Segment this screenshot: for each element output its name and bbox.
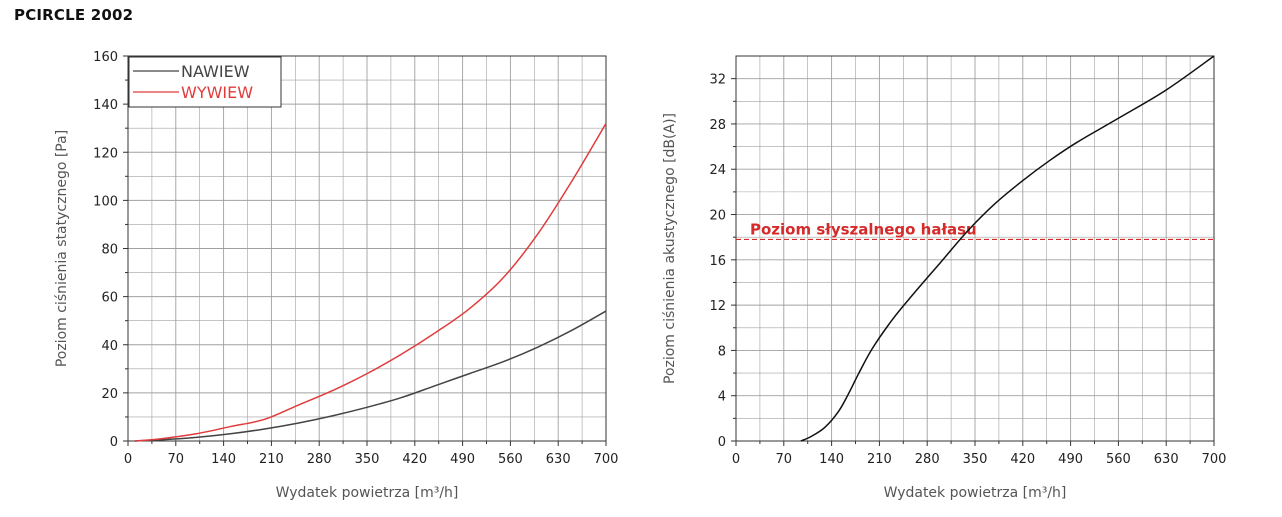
y-tick-label: 0 — [718, 435, 726, 450]
y-tick-label: 20 — [101, 387, 118, 402]
legend-label: NAWIEW — [181, 62, 250, 81]
x-tick-label: 280 — [915, 452, 940, 467]
x-tick-label: 140 — [819, 452, 844, 467]
x-tick-label: 70 — [168, 452, 185, 467]
x-axis-label: Wydatek powietrza [m³/h] — [884, 485, 1067, 501]
x-tick-label: 700 — [1202, 452, 1227, 467]
page-title: PCIRCLE 2002 — [14, 6, 134, 24]
series-line-wywiew — [134, 122, 607, 442]
series-line — [800, 55, 1215, 442]
y-tick-label: 120 — [93, 146, 118, 161]
y-tick-label: 12 — [709, 299, 726, 314]
y-tick-label: 16 — [709, 254, 726, 269]
y-tick-label: 80 — [101, 243, 118, 258]
y-tick-label: 160 — [93, 50, 118, 65]
x-tick-label: 630 — [1154, 452, 1179, 467]
x-tick-label: 0 — [124, 452, 132, 467]
y-axis-label: Poziom ciśnienia akustycznego [dB(A)] — [662, 113, 678, 384]
legend-label: WYWIEW — [181, 83, 253, 102]
y-tick-label: 100 — [93, 194, 118, 209]
y-tick-label: 4 — [718, 390, 726, 405]
x-tick-label: 630 — [546, 452, 571, 467]
x-tick-label: 420 — [1010, 452, 1035, 467]
y-tick-label: 32 — [709, 73, 726, 88]
y-tick-label: 0 — [110, 435, 118, 450]
x-tick-label: 490 — [450, 452, 475, 467]
chart-static-pressure: 0 70 140 210 280 350 420 490 560 630 700 0 20 40 60 80 1… — [54, 50, 618, 501]
y-axis-label: Poziom ciśnienia statycznego [Pa] — [54, 130, 70, 367]
y-tick-label: 28 — [709, 118, 726, 133]
y-tick-label: 140 — [93, 98, 118, 113]
x-tick-label: 140 — [211, 452, 236, 467]
y-tick-label: 24 — [709, 163, 726, 178]
threshold-label: Poziom słyszalnego hałasu — [750, 220, 977, 238]
x-tick-label: 700 — [594, 452, 619, 467]
x-tick-label: 210 — [259, 452, 284, 467]
x-tick-label: 350 — [355, 452, 380, 467]
x-tick-label: 210 — [867, 452, 892, 467]
x-tick-label: 420 — [402, 452, 427, 467]
chart-acoustic-pressure: 0 70 140 210 280 350 420 490 560 630 700 0 4 8 12 16 20 2… — [662, 55, 1227, 501]
y-tick-label: 40 — [101, 339, 118, 354]
x-tick-label: 560 — [498, 452, 523, 467]
x-tick-label: 70 — [776, 452, 793, 467]
x-axis-label: Wydatek powietrza [m³/h] — [276, 485, 459, 501]
x-tick-label: 560 — [1106, 452, 1131, 467]
series-line-nawiew — [134, 310, 607, 442]
x-tick-label: 0 — [732, 452, 740, 467]
y-tick-label: 8 — [718, 344, 726, 359]
y-tick-label: 60 — [101, 291, 118, 306]
x-tick-label: 280 — [307, 452, 332, 467]
y-tick-label: 20 — [709, 209, 726, 224]
x-tick-label: 490 — [1058, 452, 1083, 467]
x-tick-label: 350 — [963, 452, 988, 467]
legend-box — [128, 56, 282, 108]
